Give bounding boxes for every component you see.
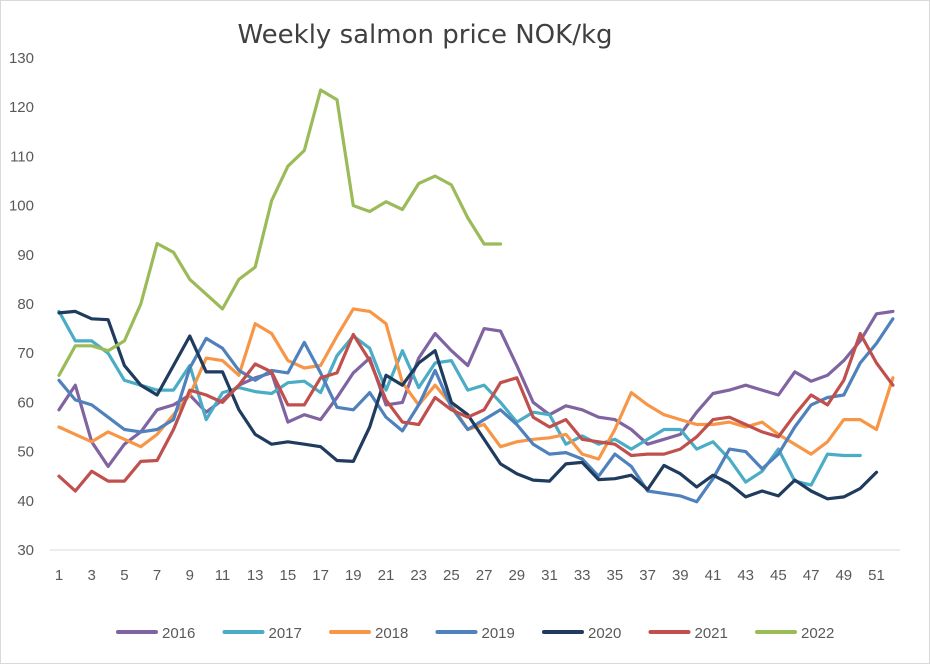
x-tick-label: 47 — [803, 567, 820, 584]
y-tick-label: 60 — [17, 394, 34, 411]
x-tick-label: 17 — [312, 567, 329, 584]
chart-title: Weekly salmon price NOK/kg — [237, 20, 613, 50]
x-tick-label: 41 — [705, 567, 722, 584]
legend-label-2016: 2016 — [162, 625, 195, 642]
x-tick-label: 19 — [345, 567, 362, 584]
x-tick-label: 45 — [770, 567, 787, 584]
x-axis-ticks: 1 3 5 7 9 11 13 15 17 19 21 23 25 27 29 31 33 35 37 39 41 43 4… — [55, 567, 885, 584]
legend-label-2022: 2022 — [801, 625, 834, 642]
x-tick-label: 13 — [247, 567, 264, 584]
legend-label-2020: 2020 — [588, 625, 621, 642]
y-tick-label: 70 — [17, 345, 34, 362]
x-tick-label: 15 — [280, 567, 297, 584]
x-tick-label: 11 — [215, 567, 231, 584]
y-tick-label: 110 — [10, 148, 34, 165]
x-tick-label: 43 — [737, 567, 754, 584]
series-line-2021 — [57, 331, 895, 493]
y-tick-label: 90 — [17, 247, 34, 264]
x-tick-label: 27 — [476, 567, 493, 584]
y-tick-label: 130 — [9, 50, 34, 67]
x-tick-label: 39 — [672, 567, 689, 584]
x-tick-label: 51 — [868, 567, 885, 584]
x-tick-label: 49 — [835, 567, 852, 584]
legend: 2016 2017 2018 2019 2020 2021 2022 — [116, 625, 834, 642]
y-axis-ticks: 30 40 50 60 70 80 90 100 110 120 130 — [9, 50, 34, 559]
x-tick-label: 33 — [574, 567, 591, 584]
legend-label-2017: 2017 — [269, 625, 302, 642]
y-tick-label: 120 — [9, 99, 34, 116]
series-line-2020 — [57, 309, 879, 501]
x-tick-label: 29 — [508, 567, 525, 584]
x-tick-label: 3 — [88, 567, 96, 584]
y-tick-label: 80 — [17, 296, 34, 313]
series-lines — [57, 88, 895, 504]
x-tick-label: 37 — [639, 567, 656, 584]
y-tick-label: 40 — [17, 493, 34, 510]
y-tick-label: 100 — [9, 198, 34, 215]
legend-label-2019: 2019 — [482, 625, 515, 642]
x-tick-label: 5 — [120, 567, 128, 584]
x-tick-label: 7 — [153, 567, 161, 584]
x-tick-label: 35 — [607, 567, 624, 584]
legend-label-2021: 2021 — [695, 625, 728, 642]
x-tick-label: 23 — [410, 567, 427, 584]
y-tick-label: 50 — [17, 444, 34, 461]
x-tick-label: 31 — [541, 567, 558, 584]
x-tick-label: 25 — [443, 567, 460, 584]
y-tick-label: 30 — [17, 542, 34, 559]
x-tick-label: 21 — [378, 567, 395, 584]
x-tick-label: 9 — [186, 567, 194, 584]
x-tick-label: 1 — [55, 567, 63, 584]
legend-label-2018: 2018 — [375, 625, 408, 642]
series-line-2022 — [57, 88, 503, 377]
series-line-2016 — [57, 309, 895, 468]
